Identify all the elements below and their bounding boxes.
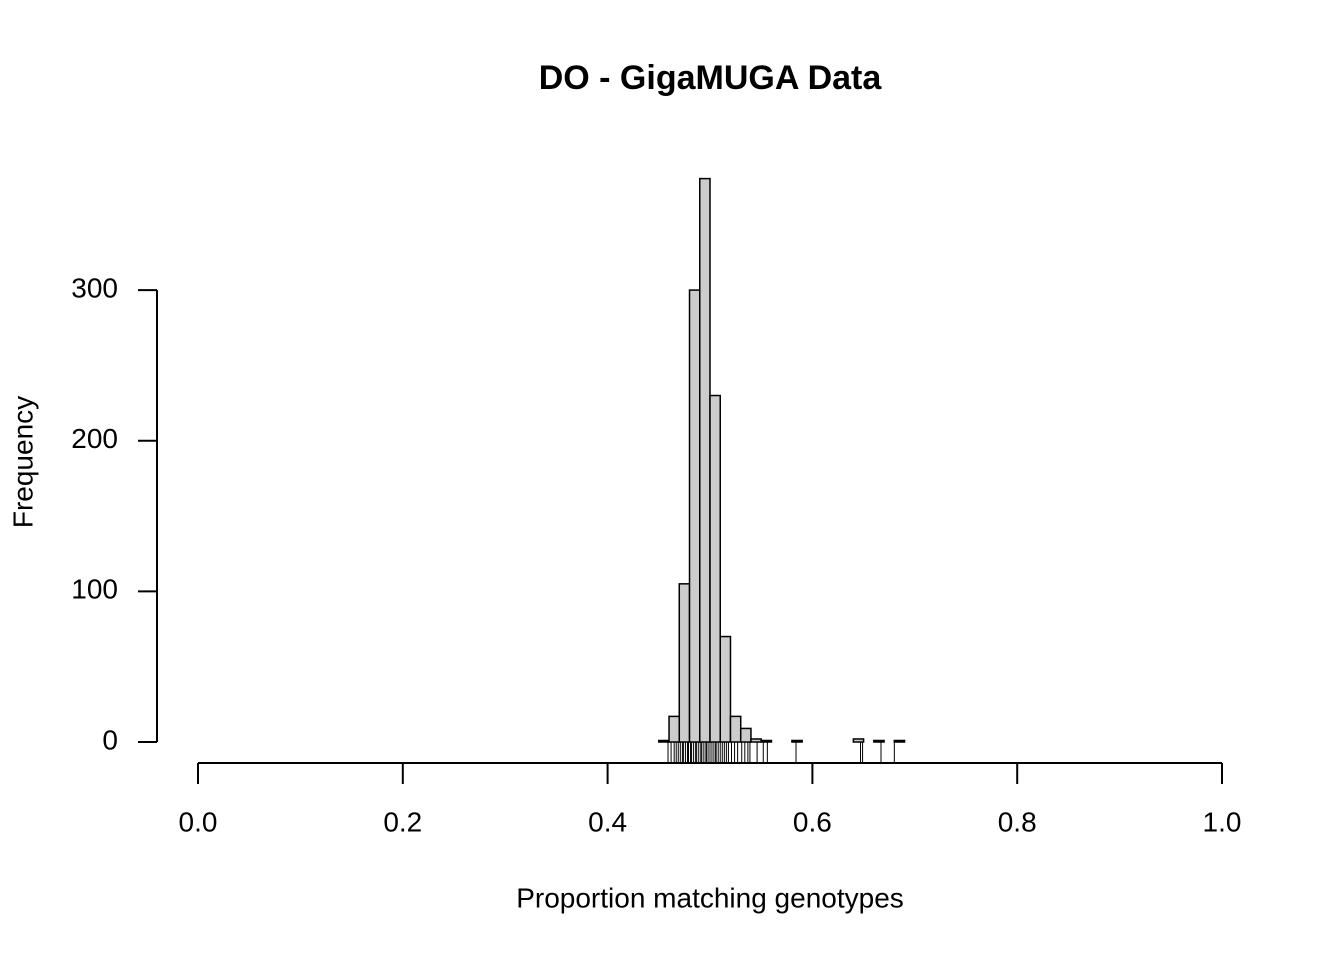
bar xyxy=(668,715,681,743)
bar xyxy=(658,739,670,743)
bar xyxy=(852,738,865,743)
x-axis-label: Proportion matching genotypes xyxy=(516,882,904,913)
bar xyxy=(791,739,803,743)
bar xyxy=(750,738,762,743)
x-tick-label: 1.0 xyxy=(1203,806,1242,837)
x-tick-label: 0.8 xyxy=(998,806,1037,837)
bar xyxy=(688,289,701,743)
x-tick-label: 0.4 xyxy=(588,806,627,837)
bar xyxy=(729,715,742,743)
chart-title: DO - GigaMUGA Data xyxy=(539,59,883,97)
bar xyxy=(760,739,773,743)
y-tick-label: 300 xyxy=(71,272,118,303)
bar xyxy=(709,394,721,743)
y-tick-label: 200 xyxy=(71,423,118,454)
bar xyxy=(873,739,885,743)
bar xyxy=(893,739,906,743)
x-tick-label: 0.2 xyxy=(383,806,422,837)
bar xyxy=(719,635,732,743)
bar xyxy=(739,727,752,743)
x-tick-label: 0.6 xyxy=(793,806,832,837)
x-tick-label: 0.0 xyxy=(179,806,218,837)
y-tick-label: 100 xyxy=(71,574,118,605)
bar xyxy=(699,177,711,743)
y-axis-label: Frequency xyxy=(7,396,38,528)
y-tick-label: 0 xyxy=(102,724,118,755)
bar xyxy=(678,583,691,743)
